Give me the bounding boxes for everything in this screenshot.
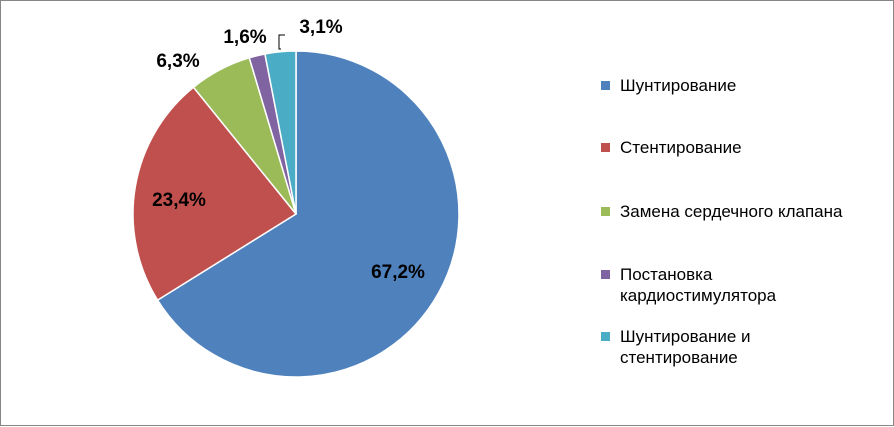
leader-line xyxy=(278,34,285,50)
legend-label-valve: Замена сердечного клапана xyxy=(620,202,843,221)
legend-swatch-valve xyxy=(601,207,610,216)
label-stenting: 23,4% xyxy=(152,190,206,211)
legend-label-pacemaker: Постановка кардиостимулятора xyxy=(620,265,777,305)
slice-stenting xyxy=(132,86,298,302)
legend-swatch-bypass-stenting xyxy=(601,332,610,341)
legend-swatch-stenting xyxy=(601,143,610,152)
slice-bypass-stenting xyxy=(264,50,297,215)
label-pacemaker: 1,6% xyxy=(223,27,266,48)
legend-swatch-bypass xyxy=(601,81,610,90)
label-valve: 6,3% xyxy=(156,51,199,72)
legend-label-stenting: Стентирование xyxy=(620,138,742,157)
legend-label-bypass: Шунтирование xyxy=(620,76,737,95)
label-bypass-stenting: 3,1% xyxy=(299,17,342,38)
slice-bypass xyxy=(156,50,460,378)
legend-swatch-pacemaker xyxy=(601,270,610,279)
label-bypass: 67,2% xyxy=(371,262,425,283)
legend-label-bypass-stenting: Шунтирование и стентирование xyxy=(620,327,751,367)
